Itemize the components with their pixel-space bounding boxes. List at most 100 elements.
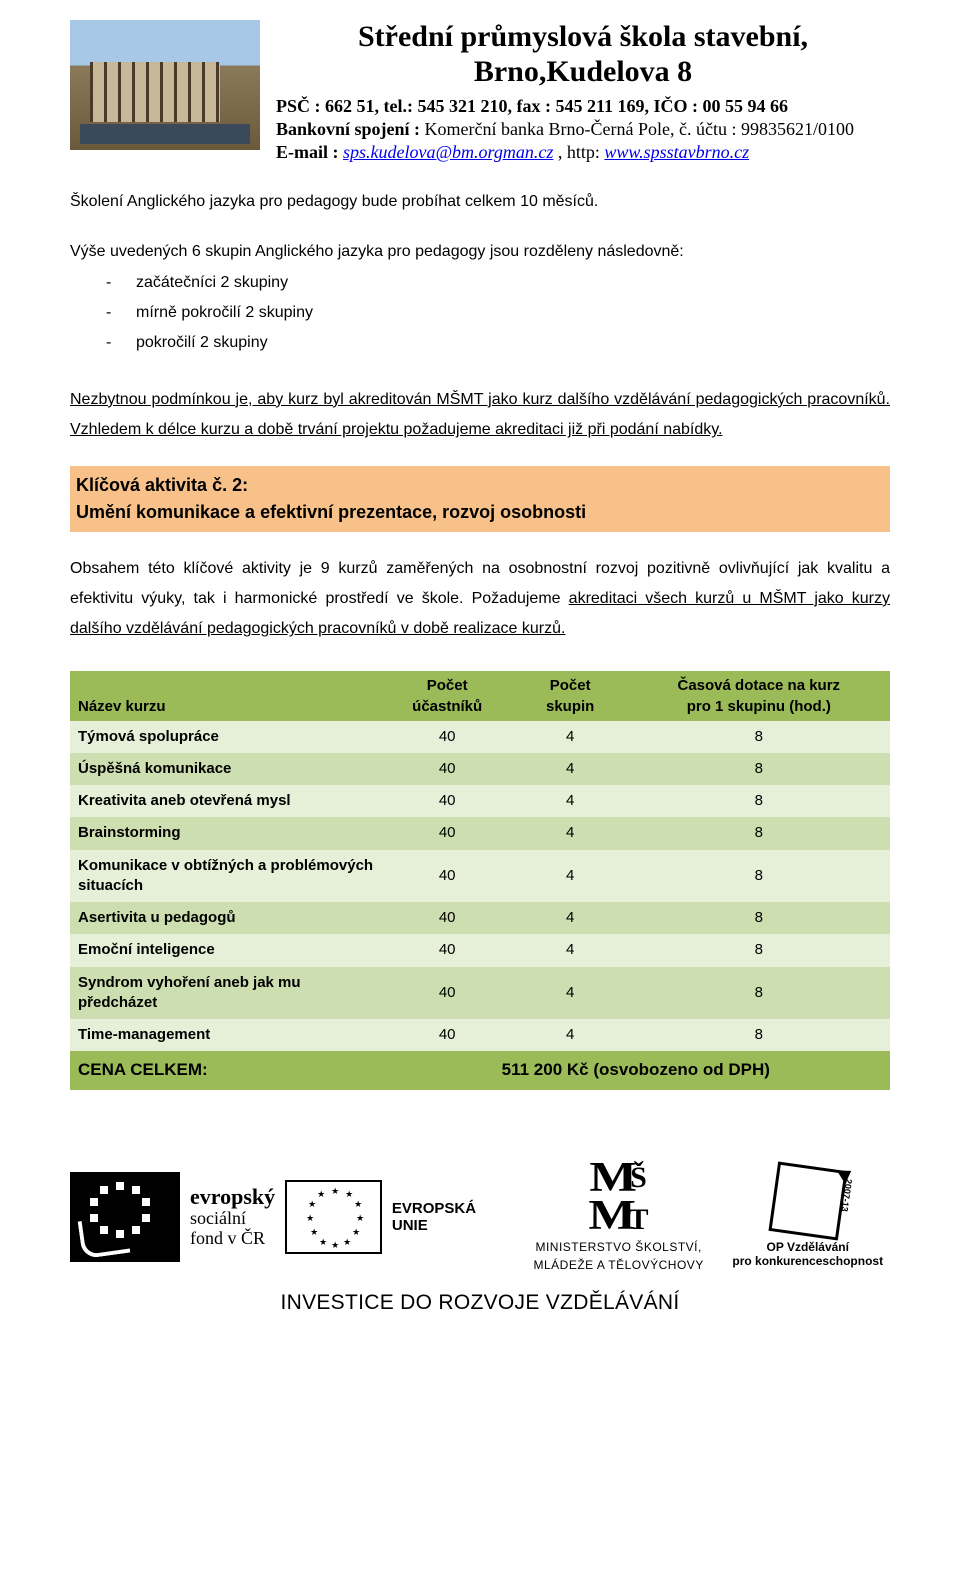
groups: 4 [513, 785, 628, 817]
activity-desc: Obsahem této klíčové aktivity je 9 kurzů… [70, 554, 890, 645]
hours: 8 [628, 902, 890, 934]
th-h-l2: pro 1 skupinu (hod.) [687, 698, 831, 715]
msmt-logo: MŠ MT MINISTERSTVO ŠKOLSTVÍ, MLÁDEŽE A T… [522, 1160, 716, 1272]
groups: 4 [513, 753, 628, 785]
op-mark-icon [768, 1161, 847, 1240]
http-label: , http: [553, 142, 604, 162]
groups: 4 [513, 817, 628, 849]
groups-list: začátečníci 2 skupiny mírně pokročilí 2 … [70, 268, 890, 359]
table-header-row: Název kurzu Počet účastníků Počet skupin… [70, 671, 890, 721]
course-name: Syndrom vyhoření aneb jak mu předcházet [70, 967, 382, 1020]
esf-l2: sociální [190, 1209, 275, 1229]
course-name: Time-management [70, 1019, 382, 1051]
msmt-mark-icon: MŠ MT [522, 1160, 716, 1236]
course-table: Název kurzu Počet účastníků Počet skupin… [70, 671, 890, 1091]
eu-logo: EVROPSKÁ UNIE [285, 1180, 512, 1254]
header-text: Střední průmyslová škola stavební, Brno,… [276, 20, 890, 163]
table-row: Brainstorming4048 [70, 817, 890, 849]
activity-title: Umění komunikace a efektivní prezentace,… [76, 499, 884, 526]
intro-p2: Výše uvedených 6 skupin Anglického jazyk… [70, 237, 890, 267]
hours: 8 [628, 817, 890, 849]
table-row: Týmová spolupráce4048 [70, 721, 890, 753]
list-item: pokročilí 2 skupiny [106, 328, 890, 358]
course-name: Kreativita aneb otevřená mysl [70, 785, 382, 817]
title-line1: Střední průmyslová škola stavební, [358, 20, 808, 53]
bank-line: Bankovní spojení : Komerční banka Brno-Č… [276, 118, 890, 141]
esf-l1: evropský [190, 1185, 275, 1209]
invest-tagline: INVESTICE DO ROZVOJE VZDĚLÁVÁNÍ [70, 1291, 890, 1315]
website-link[interactable]: www.spsstavbrno.cz [604, 142, 749, 162]
th-p-l2: účastníků [412, 698, 482, 715]
email-label: E-mail : [276, 142, 343, 162]
activity-box: Klíčová aktivita č. 2: Umění komunikace … [70, 466, 890, 532]
eu-text: EVROPSKÁ UNIE [392, 1200, 512, 1234]
th-groups: Počet skupin [513, 671, 628, 721]
bank-value: Komerční banka Brno-Černá Pole, č. účtu … [420, 119, 854, 139]
participants: 40 [382, 721, 513, 753]
op-l2: pro konkurenceschopnost [725, 1254, 890, 1268]
hours: 8 [628, 967, 890, 1020]
bank-label: Bankovní spojení : [276, 119, 420, 139]
list-item: mírně pokročilí 2 skupiny [106, 298, 890, 328]
total-label: CENA CELKEM: [70, 1051, 382, 1090]
email-link[interactable]: sps.kudelova@bm.orgman.cz [343, 142, 553, 162]
groups: 4 [513, 934, 628, 966]
page: Střední průmyslová škola stavební, Brno,… [0, 0, 960, 1345]
course-name: Asertivita u pedagogů [70, 902, 382, 934]
table-row: Syndrom vyhoření aneb jak mu předcházet 4… [70, 967, 890, 1020]
groups: 4 [513, 902, 628, 934]
esf-flag-icon [70, 1172, 180, 1262]
op-logo: OP Vzdělávání pro konkurenceschopnost [725, 1166, 890, 1268]
hours: 8 [628, 934, 890, 966]
footer-logos: evropský sociální fond v ČR EVROPSKÁ UNI… [70, 1160, 890, 1272]
course-name: Úspěšná komunikace [70, 753, 382, 785]
esf-l3: fond v ČR [190, 1229, 275, 1249]
hours: 8 [628, 1019, 890, 1051]
th-g-l1: Počet [550, 677, 591, 694]
th-hours: Časová dotace na kurz pro 1 skupinu (hod… [628, 671, 890, 721]
msmt-l1: MINISTERSTVO ŠKOLSTVÍ, [522, 1240, 716, 1254]
table-row: Kreativita aneb otevřená mysl4048 [70, 785, 890, 817]
hours: 8 [628, 785, 890, 817]
th-name-label: Název kurzu [78, 698, 166, 715]
hours: 8 [628, 721, 890, 753]
participants: 40 [382, 850, 513, 903]
groups: 4 [513, 721, 628, 753]
total-row: CENA CELKEM: 511 200 Kč (osvobozeno od D… [70, 1051, 890, 1090]
building-photo [70, 20, 260, 150]
course-name: Komunikace v obtížných a problémových si… [70, 850, 382, 903]
th-p-l1: Počet [427, 677, 468, 694]
header: Střední průmyslová škola stavební, Brno,… [70, 20, 890, 163]
th-participants: Počet účastníků [382, 671, 513, 721]
participants: 40 [382, 934, 513, 966]
course-name: Emoční inteligence [70, 934, 382, 966]
participants: 40 [382, 817, 513, 849]
groups: 4 [513, 1019, 628, 1051]
intro-p1: Školení Anglického jazyka pro pedagogy b… [70, 187, 890, 217]
th-g-l2: skupin [546, 698, 594, 715]
contact-line: PSČ : 662 51, tel.: 545 321 210, fax : 5… [276, 95, 890, 118]
groups: 4 [513, 850, 628, 903]
total-value: 511 200 Kč (osvobozeno od DPH) [382, 1051, 890, 1090]
course-name: Týmová spolupráce [70, 721, 382, 753]
title-line2: Brno,Kudelova 8 [474, 55, 692, 88]
table-row: Asertivita u pedagogů4048 [70, 902, 890, 934]
course-name: Brainstorming [70, 817, 382, 849]
list-item: začátečníci 2 skupiny [106, 268, 890, 298]
groups: 4 [513, 967, 628, 1020]
esf-logo: evropský sociální fond v ČR [70, 1172, 275, 1262]
activity-number: Klíčová aktivita č. 2: [76, 472, 884, 499]
table-row: Komunikace v obtížných a problémových si… [70, 850, 890, 903]
intro-p3: Nezbytnou podmínkou je, aby kurz byl akr… [70, 385, 890, 446]
th-name: Název kurzu [70, 671, 382, 721]
op-l1: OP Vzdělávání [725, 1240, 890, 1254]
participants: 40 [382, 785, 513, 817]
participants: 40 [382, 1019, 513, 1051]
hours: 8 [628, 753, 890, 785]
table-row: Emoční inteligence4048 [70, 934, 890, 966]
participants: 40 [382, 902, 513, 934]
email-line: E-mail : sps.kudelova@bm.orgman.cz , htt… [276, 142, 890, 163]
table-row: Úspěšná komunikace4048 [70, 753, 890, 785]
msmt-l2: MLÁDEŽE A TĚLOVÝCHOVY [522, 1258, 716, 1272]
participants: 40 [382, 753, 513, 785]
